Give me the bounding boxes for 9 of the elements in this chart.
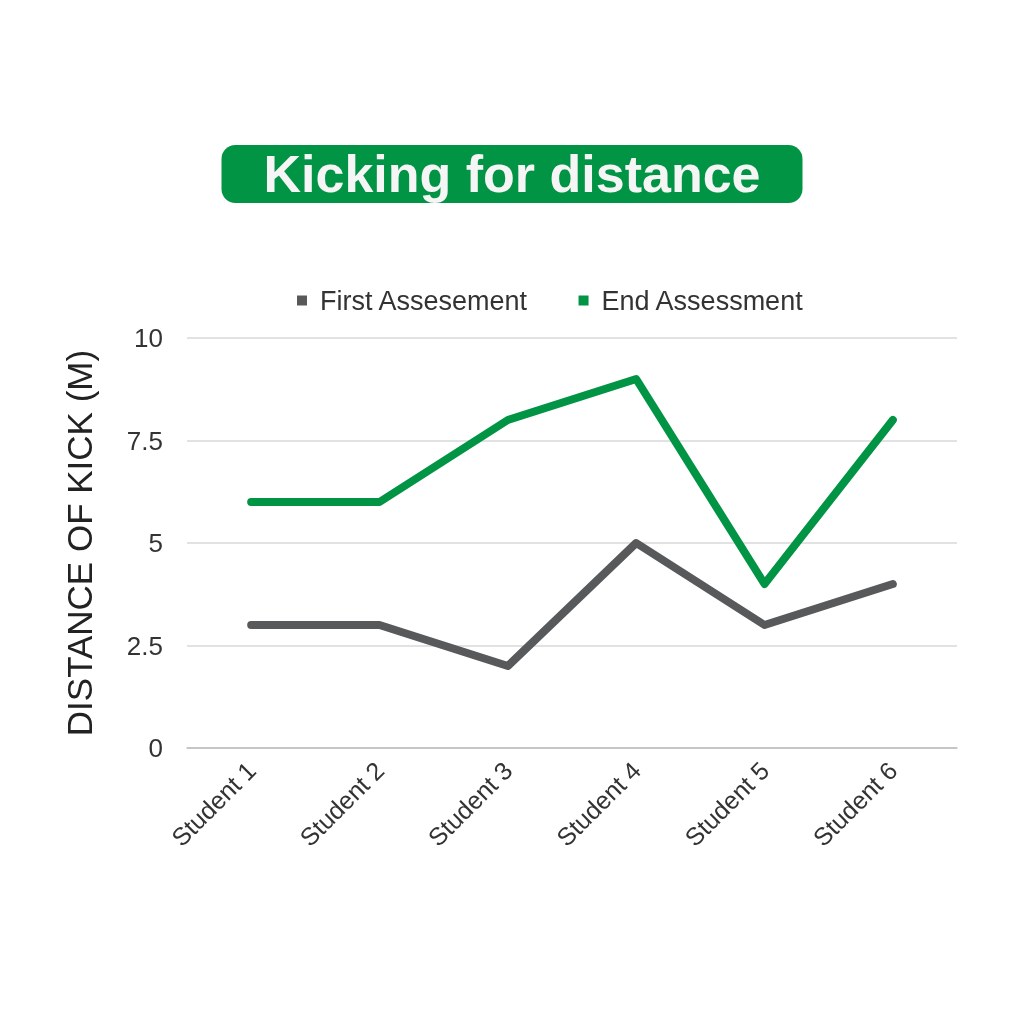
- y-tick-label: 7.5: [126, 425, 163, 456]
- y-tick-label: 10: [134, 323, 163, 353]
- y-axis-title: DISTANCE OF KICK (M): [60, 349, 99, 737]
- y-tick-label: 0: [148, 733, 163, 763]
- chart-title: Kicking for distance: [263, 145, 761, 203]
- y-tick-label: 2.5: [126, 630, 163, 661]
- y-tick-label: 5: [148, 528, 163, 558]
- legend-label: First Assesement: [320, 285, 528, 316]
- legend-label: End Assessment: [601, 285, 804, 316]
